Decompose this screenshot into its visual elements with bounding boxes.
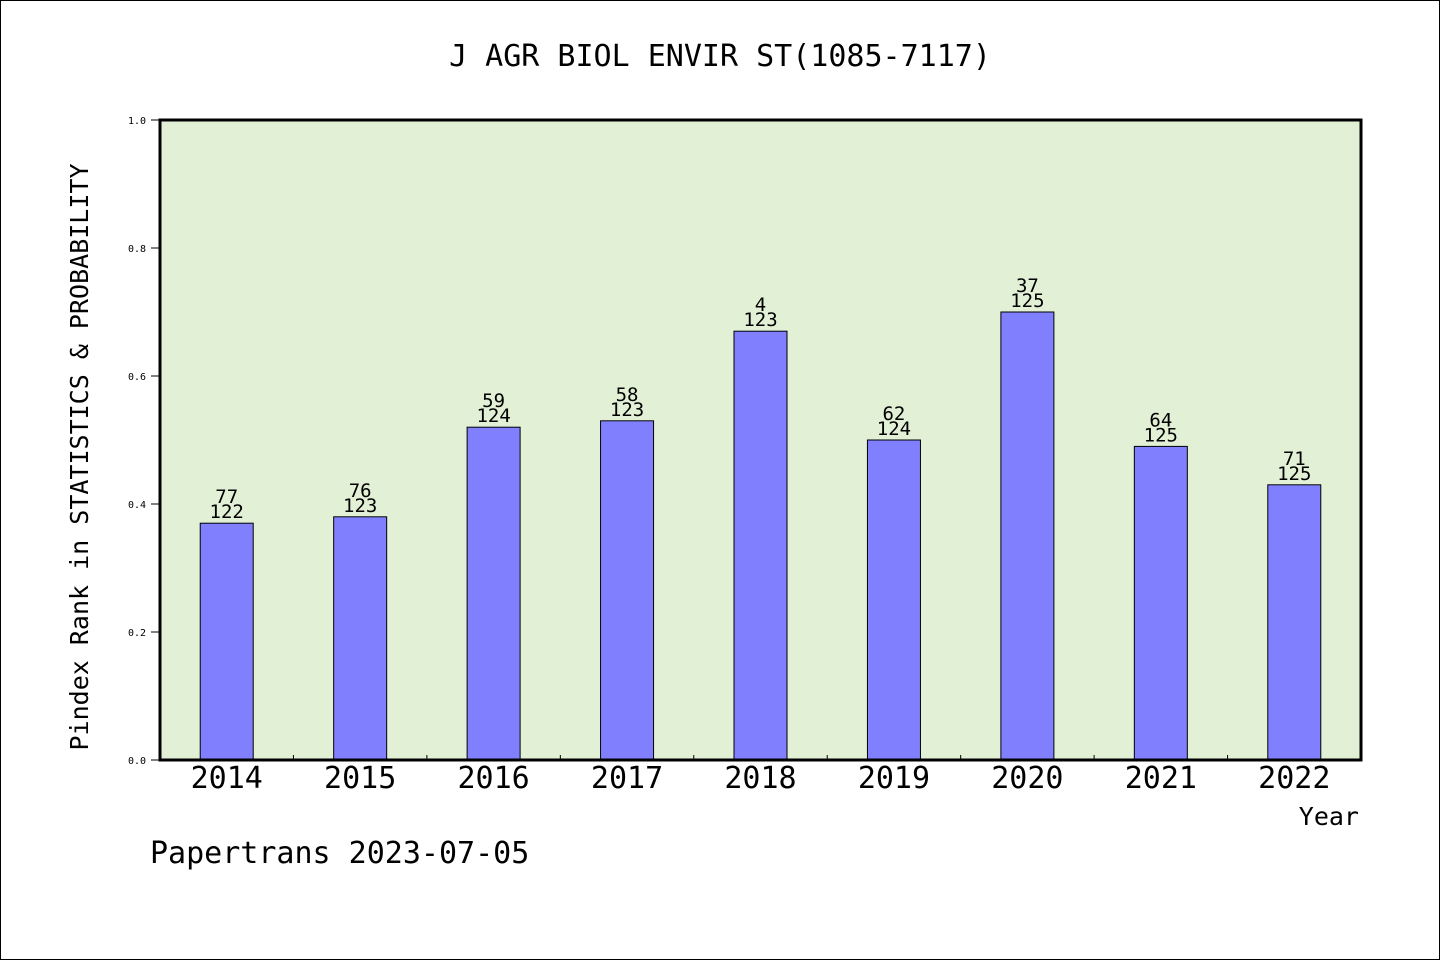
- bar-total-label: 124: [476, 405, 510, 427]
- bar-total-label: 123: [343, 495, 377, 517]
- plot-border: [158, 118, 1363, 762]
- bar-total-label: 125: [1010, 290, 1044, 312]
- bar-total-label: 122: [210, 501, 244, 523]
- bar-2014: [199, 522, 254, 761]
- bar-rank-label: 59: [482, 390, 505, 412]
- bar-rank-label: 4: [755, 294, 766, 316]
- bar-2015: [333, 516, 388, 761]
- bar-rank-label: 77: [215, 486, 238, 508]
- bar-total-label: 123: [610, 399, 644, 421]
- x-tick-label: 2018: [724, 761, 796, 796]
- y-tick-label: 0.4: [128, 500, 146, 511]
- bar-2020: [1000, 311, 1055, 761]
- y-tick-label: 0.6: [128, 372, 146, 383]
- bar-rank-label: 64: [1149, 409, 1172, 431]
- bar-total-label: 123: [743, 309, 777, 331]
- y-tick-label: 1.0: [128, 116, 146, 127]
- x-tick-label: 2014: [191, 761, 263, 796]
- x-tick-label: 2016: [457, 761, 529, 796]
- bar-total-label: 125: [1277, 463, 1311, 485]
- bar-2019: [866, 439, 921, 761]
- bar-rank-label: 37: [1016, 275, 1039, 297]
- bar-2018: [733, 330, 788, 761]
- bar-rank-label: 71: [1283, 448, 1306, 470]
- bar-2021: [1133, 445, 1188, 761]
- x-tick-label: 2022: [1258, 761, 1330, 796]
- x-axis-label: Year: [1299, 802, 1359, 831]
- x-tick-label: 2019: [858, 761, 930, 796]
- y-tick-label: 0.8: [128, 244, 146, 255]
- footer-credit: Papertrans 2023-07-05: [150, 836, 529, 871]
- x-tick-label: 2015: [324, 761, 396, 796]
- bar-total-label: 124: [877, 418, 911, 440]
- bar-rank-label: 62: [882, 403, 905, 425]
- x-tick-label: 2017: [591, 761, 663, 796]
- bar-2022: [1267, 484, 1322, 761]
- y-tick-label: 0.2: [128, 628, 146, 639]
- bar-total-label: 125: [1144, 424, 1178, 446]
- bar-rank-label: 76: [349, 480, 372, 502]
- x-tick-label: 2020: [991, 761, 1063, 796]
- bar-rank-label: 58: [616, 384, 639, 406]
- y-axis-label: Pindex Rank in STATISTICS & PROBABILITY: [65, 164, 94, 751]
- chart-title: J AGR BIOL ENVIR ST(1085-7117): [449, 39, 991, 74]
- bar-2017: [600, 420, 655, 761]
- y-tick-label: 0.0: [128, 756, 146, 767]
- bar-2016: [466, 426, 521, 761]
- x-tick-label: 2021: [1125, 761, 1197, 796]
